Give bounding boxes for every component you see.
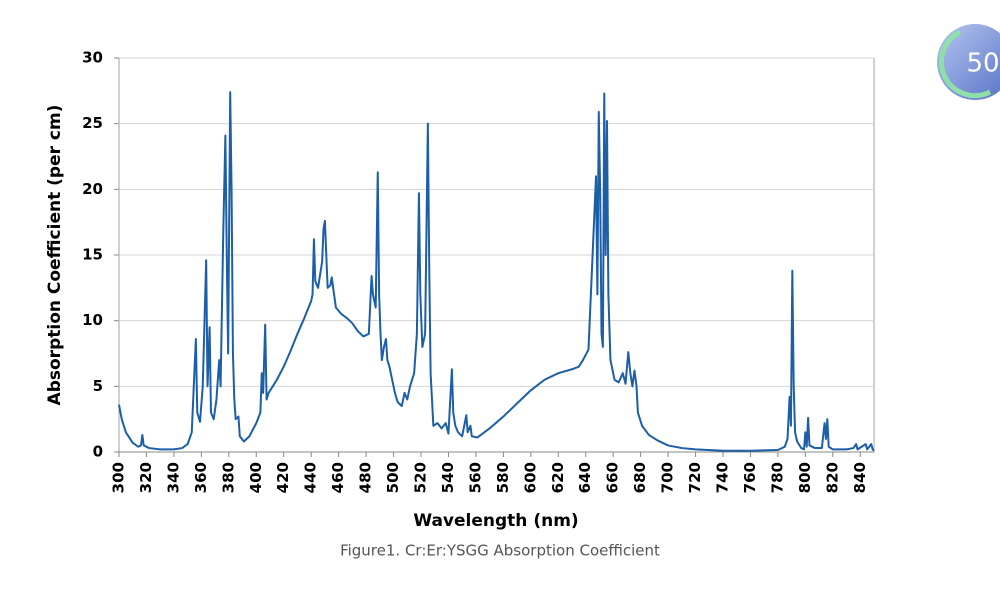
x-tick-label: 740 (714, 462, 732, 493)
badge-label: 50 (966, 49, 999, 79)
x-tick-label: 640 (576, 462, 594, 493)
x-tick-label: 500 (384, 462, 402, 493)
x-tick-label: 780 (768, 462, 786, 493)
x-tick-label: 560 (466, 462, 484, 493)
x-tick-label: 320 (137, 462, 155, 493)
spectrum-line (118, 91, 875, 452)
x-tick-label: 440 (302, 462, 320, 493)
x-tick-label: 480 (357, 462, 375, 493)
y-tick-label: 0 (93, 443, 103, 461)
x-tick-label: 520 (412, 462, 430, 493)
x-tick-label: 660 (604, 462, 622, 493)
badge-ring (938, 29, 992, 99)
progress-badge: 50 (937, 24, 1000, 100)
x-tick-label: 820 (823, 462, 841, 493)
x-tick-label: 580 (494, 462, 512, 493)
y-tick-label: 25 (82, 114, 103, 132)
x-tick-label: 620 (549, 462, 567, 493)
x-tick-label: 680 (631, 462, 649, 493)
figure-caption: Figure1. Cr:Er:YSGG Absorption Coefficie… (340, 542, 660, 560)
x-tick-label: 800 (796, 462, 814, 493)
x-tick-label: 340 (164, 462, 182, 493)
x-axis-title: Wavelength (nm) (413, 511, 578, 531)
x-tick-label: 380 (219, 462, 237, 493)
y-tick-label: 30 (82, 49, 103, 67)
x-tick-label: 760 (741, 462, 759, 493)
x-tick-label: 360 (192, 462, 210, 493)
y-axis-title: Absorption Coefficient (per cm) (45, 105, 65, 406)
badge-circle (937, 24, 1000, 100)
y-tick-label: 5 (93, 377, 103, 395)
plot-area: 0 5 10 15 20 25 30 300 320 340 360 380 400 420 440 460 4… (82, 49, 875, 493)
x-tick-label: 400 (247, 462, 265, 493)
x-tick-label: 720 (686, 462, 704, 493)
y-tick-label: 20 (82, 180, 103, 198)
y-tick-label: 15 (82, 246, 103, 264)
x-tick-label: 700 (659, 462, 677, 493)
x-tick-label: 840 (851, 462, 869, 493)
x-tick-label: 460 (329, 462, 347, 493)
y-tick-label: 10 (82, 311, 103, 329)
x-tick-label: 300 (110, 462, 128, 493)
x-tick-label: 420 (274, 462, 292, 493)
x-tick-label: 540 (439, 462, 457, 493)
x-tick-label: 600 (521, 462, 539, 493)
